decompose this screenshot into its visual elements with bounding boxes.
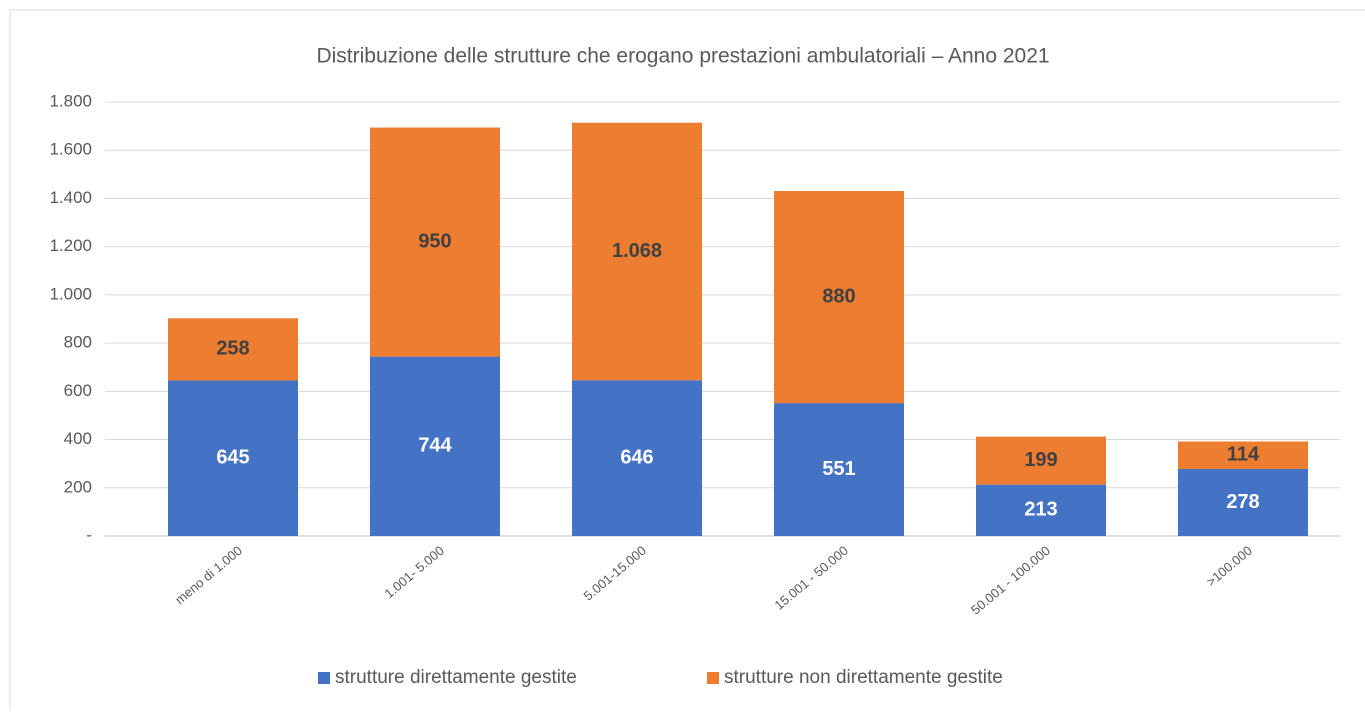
y-tick-label: 800 (64, 333, 92, 352)
chart-title: Distribuzione delle strutture che erogan… (316, 45, 1049, 68)
bar-segment (976, 484, 1106, 536)
bar-segment (168, 380, 298, 536)
y-tick-label: 1.200 (49, 236, 92, 255)
y-tick-label: 1.000 (49, 284, 92, 303)
data-label: 1.068 (612, 240, 662, 262)
bar-segment (1178, 468, 1308, 536)
data-label: 645 (216, 447, 249, 469)
y-tick-label: 400 (64, 429, 92, 448)
data-label: 199 (1024, 449, 1057, 471)
bar-segment (572, 380, 702, 536)
bar-segment (168, 318, 298, 381)
data-label: 551 (822, 458, 855, 480)
data-label: 258 (216, 338, 249, 360)
data-label: 114 (1227, 444, 1260, 466)
legend-label: strutture direttamente gestite (335, 667, 577, 688)
y-tick-label: 1.400 (49, 188, 92, 207)
y-tick-label: 200 (64, 477, 92, 496)
legend-swatch (707, 672, 719, 684)
bar-segment (370, 127, 500, 357)
bar-segment (370, 356, 500, 536)
data-label: 646 (620, 446, 653, 468)
y-tick-label: - (86, 525, 92, 544)
y-tick-label: 1.800 (49, 91, 92, 110)
bar-segment (572, 122, 702, 381)
bar-segment (1178, 441, 1308, 469)
y-tick-label: 1.600 (49, 140, 92, 159)
bar-segment (976, 436, 1106, 485)
data-label: 278 (1226, 491, 1259, 513)
legend-label: strutture non direttamente gestite (724, 667, 1003, 688)
legend-swatch (318, 672, 330, 684)
data-label: 744 (418, 435, 452, 457)
data-label: 950 (418, 230, 451, 252)
data-label: 213 (1024, 499, 1057, 521)
y-tick-label: 600 (64, 381, 92, 400)
bar-segment (774, 190, 904, 404)
bar-segment (774, 403, 904, 536)
data-label: 880 (822, 285, 855, 307)
